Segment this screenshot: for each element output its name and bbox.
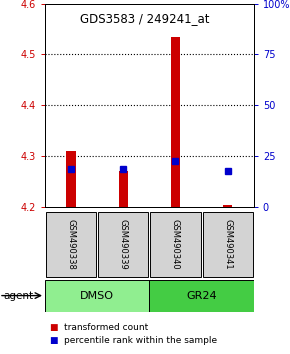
Bar: [45, 280, 149, 312]
Text: GSM490338: GSM490338: [66, 219, 76, 270]
Text: GSM490340: GSM490340: [171, 219, 180, 270]
Bar: [98, 212, 148, 276]
Bar: [119, 171, 128, 207]
Text: transformed count: transformed count: [64, 323, 148, 332]
Text: GSM490339: GSM490339: [119, 219, 128, 270]
Bar: [151, 212, 200, 276]
Text: percentile rank within the sample: percentile rank within the sample: [64, 336, 217, 345]
Bar: [171, 36, 180, 207]
Text: agent: agent: [3, 291, 33, 301]
Bar: [66, 151, 76, 207]
Bar: [223, 205, 232, 207]
Text: GDS3583 / 249241_at: GDS3583 / 249241_at: [80, 12, 210, 25]
Text: ■: ■: [49, 336, 58, 345]
Bar: [149, 280, 254, 312]
Text: DMSO: DMSO: [80, 291, 114, 301]
Text: GSM490341: GSM490341: [223, 219, 232, 270]
Bar: [203, 212, 253, 276]
Bar: [46, 212, 96, 276]
Text: ■: ■: [49, 323, 58, 332]
Text: GR24: GR24: [186, 291, 217, 301]
